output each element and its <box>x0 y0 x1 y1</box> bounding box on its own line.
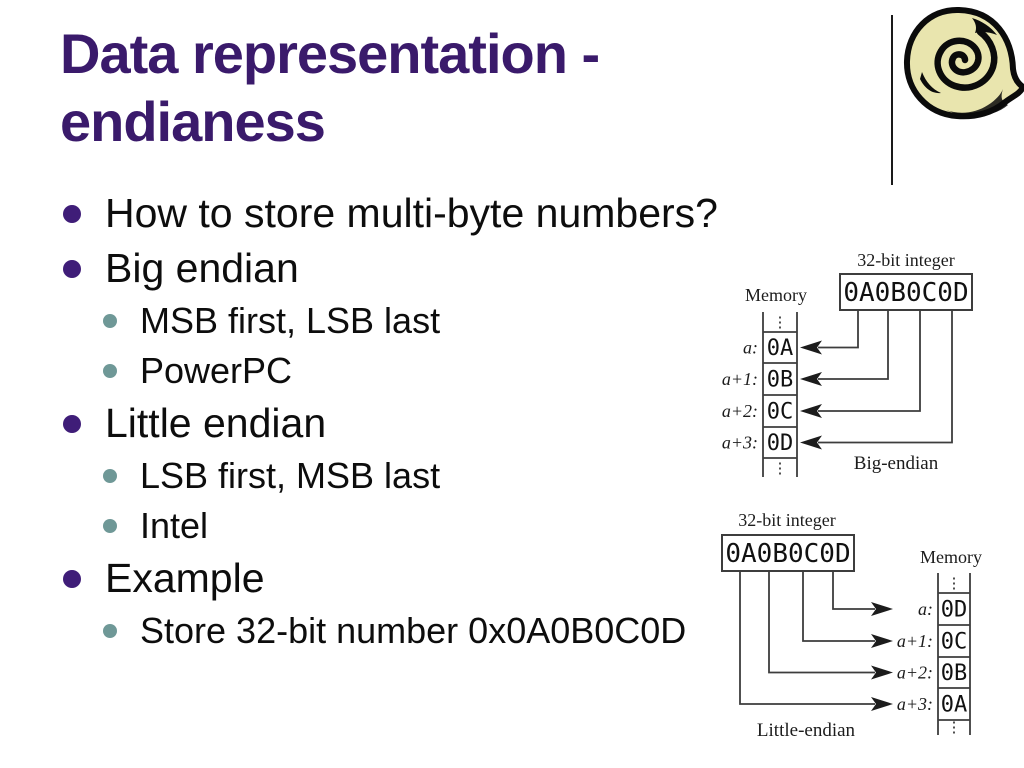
sub-bullet-item: Store 32-bit number 0x0A0B0C0D <box>60 606 740 656</box>
sub-bullet-icon <box>103 314 117 328</box>
bullet-text: Little endian <box>105 400 327 446</box>
arrow-line <box>818 310 953 444</box>
memory-address-label: a: <box>743 338 758 358</box>
integer-box <box>839 273 973 311</box>
memory-cell-value: 0B <box>941 661 968 686</box>
arrowhead-icon <box>871 602 893 616</box>
big-endian-diagram: 32-bit integer 0A0B0C0D Memory ⋮ ⋮ 0A 0B… <box>722 250 973 477</box>
memory-label: Memory <box>745 285 807 305</box>
arrow-line <box>832 571 875 610</box>
memory-cell-value: 0D <box>767 431 794 456</box>
integer-box <box>721 534 855 572</box>
page-title-line-1: Data representation - <box>60 22 600 85</box>
little-endian-diagram: 32-bit integer 0A0B0C0D Memory ⋮ ⋮ 0D 0C… <box>721 510 982 741</box>
memory-cell-value: 0C <box>767 400 794 425</box>
sub-bullet-text: PowerPC <box>140 350 293 391</box>
memory-address-label: a+1: <box>897 631 933 651</box>
memory-address-label: a+2: <box>722 401 758 421</box>
sub-bullet-item: MSB first, LSB last <box>60 296 740 346</box>
memory-address-label: a+3: <box>897 694 933 714</box>
arrow-line <box>768 571 875 674</box>
arrow-line <box>802 571 875 642</box>
memory-ellipsis: ⋮ <box>947 720 962 736</box>
sub-bullet-icon <box>103 519 117 533</box>
arrow-line <box>739 571 875 705</box>
memory-address-label: a+1: <box>722 369 758 389</box>
arrowhead-icon <box>800 340 822 355</box>
bullet-text: Big endian <box>105 245 299 291</box>
memory-cell-value: 0B <box>767 368 794 393</box>
sub-bullet-icon <box>103 364 117 378</box>
snail-logo-icon <box>903 6 1024 120</box>
memory-cell-value: 0C <box>941 630 968 655</box>
page-title-line-2: endianess <box>60 90 326 153</box>
arrowhead-icon <box>800 404 822 418</box>
memory-cell-value: 0A <box>767 336 794 361</box>
memory-address-label: a: <box>918 599 933 619</box>
arrow-line <box>818 310 921 412</box>
bullet-item: Example <box>60 551 740 606</box>
bullet-text: Example <box>105 555 265 601</box>
bullet-icon <box>63 414 81 433</box>
integer-label: 32-bit integer <box>857 250 954 270</box>
sub-bullet-text: LSB first, MSB last <box>140 455 441 496</box>
bullet-icon <box>63 204 81 223</box>
integer-value: 0A0B0C0D <box>725 539 850 569</box>
arrow-line <box>818 310 859 349</box>
sub-bullet-item: LSB first, MSB last <box>60 451 740 501</box>
diagram-caption: Little-endian <box>757 720 856 741</box>
sub-bullet-text: Intel <box>140 505 209 546</box>
arrowhead-icon <box>871 665 893 680</box>
sub-bullet-text: Store 32-bit number 0x0A0B0C0D <box>140 610 687 651</box>
memory-address-label: a+2: <box>897 663 933 683</box>
sub-bullet-icon <box>103 469 117 483</box>
sub-bullet-item: PowerPC <box>60 346 740 396</box>
arrow-line <box>818 310 889 380</box>
arrowhead-icon <box>871 697 893 711</box>
sub-bullet-text: MSB first, LSB last <box>140 300 441 341</box>
arrowhead-icon <box>800 435 822 450</box>
bullet-item: How to store multi-byte numbers? <box>60 186 740 241</box>
arrowhead-icon <box>800 372 822 386</box>
integer-value: 0A0B0C0D <box>843 278 968 308</box>
header-divider <box>891 15 893 185</box>
memory-ellipsis: ⋮ <box>773 315 788 331</box>
bullet-item: Big endian <box>60 241 740 296</box>
memory-ellipsis: ⋮ <box>947 576 962 592</box>
memory-cell-value: 0D <box>941 598 968 623</box>
sub-bullet-icon <box>103 624 117 638</box>
memory-cell-value: 0A <box>941 693 968 718</box>
diagram-caption: Big-endian <box>854 453 939 474</box>
integer-label: 32-bit integer <box>738 510 835 530</box>
memory-address-label: a+3: <box>722 433 758 453</box>
bullet-icon <box>63 569 81 588</box>
bullet-text: How to store multi-byte numbers? <box>105 190 718 236</box>
bullet-item: Little endian <box>60 396 740 451</box>
bullet-list: How to store multi-byte numbers? Big end… <box>60 186 740 656</box>
memory-ellipsis: ⋮ <box>773 461 788 477</box>
page-title: Data representation - endianess <box>60 20 840 156</box>
bullet-icon <box>63 259 81 278</box>
arrowhead-icon <box>871 634 893 648</box>
memory-label: Memory <box>920 547 982 567</box>
sub-bullet-item: Intel <box>60 501 740 551</box>
